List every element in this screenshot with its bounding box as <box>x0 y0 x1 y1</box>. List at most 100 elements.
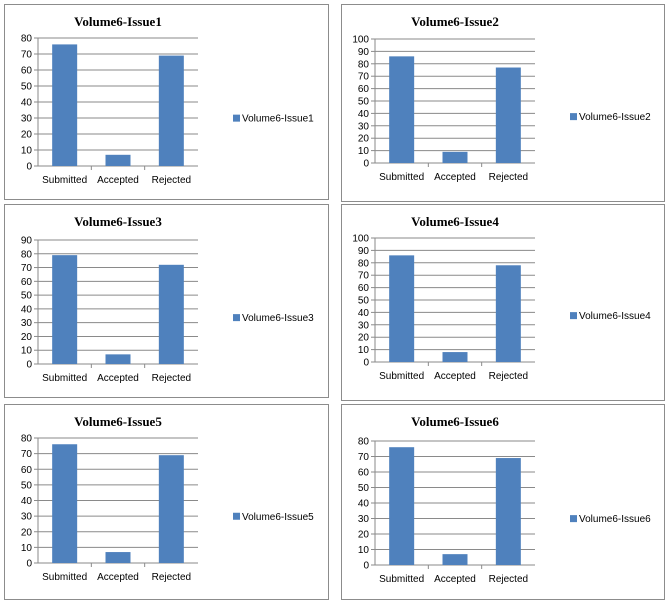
chart-title: Volume6-Issue6 <box>411 414 499 429</box>
bar <box>442 554 468 565</box>
x-category-label: Submitted <box>42 373 87 384</box>
y-tick-label: 0 <box>26 360 32 371</box>
bar-chart: Volume6-Issue6 0 10 20 30 40 50 60 70 80 Submitted… <box>358 414 651 585</box>
y-tick-label: 20 <box>21 332 33 343</box>
legend-label: Volume6-Issue6 <box>579 514 651 525</box>
x-category-label: Accepted <box>97 373 139 384</box>
legend-label: Volume6-Issue2 <box>579 112 651 123</box>
x-category-label: Accepted <box>97 572 139 583</box>
bar <box>52 444 78 563</box>
bar <box>52 255 78 364</box>
bar <box>495 67 521 163</box>
x-category-label: Rejected <box>489 574 528 585</box>
bar <box>495 458 521 565</box>
y-tick-label: 40 <box>21 98 33 109</box>
bar <box>105 552 131 563</box>
legend-label: Volume6-Issue5 <box>242 512 314 523</box>
y-tick-label: 10 <box>358 545 370 556</box>
bar <box>389 56 415 163</box>
y-tick-label: 20 <box>21 130 33 141</box>
y-tick-label: 20 <box>358 333 370 344</box>
bar <box>105 354 131 364</box>
chart-panel: Volume6-Issue4 0 10 20 30 40 50 60 70 80 90 100 Subm… <box>341 204 665 401</box>
legend-swatch <box>570 515 577 523</box>
legend-label: Volume6-Issue1 <box>242 114 314 125</box>
chart-panel: Volume6-Issue2 0 10 20 30 40 50 60 70 80 90 100 Subm… <box>341 4 665 202</box>
y-tick-label: 0 <box>363 159 369 170</box>
y-tick-label: 50 <box>21 480 33 491</box>
x-category-label: Rejected <box>152 175 191 186</box>
y-tick-label: 70 <box>21 50 33 61</box>
x-category-label: Submitted <box>379 172 424 183</box>
y-tick-label: 10 <box>21 346 33 357</box>
y-tick-label: 30 <box>358 320 370 331</box>
chart-title: Volume6-Issue1 <box>74 14 162 29</box>
x-category-label: Submitted <box>379 574 424 585</box>
y-tick-label: 80 <box>358 437 370 448</box>
y-tick-label: 60 <box>21 465 33 476</box>
y-tick-label: 50 <box>358 296 370 307</box>
y-tick-label: 70 <box>358 72 370 83</box>
y-tick-label: 90 <box>21 236 33 247</box>
bar <box>158 455 184 563</box>
chart-title: Volume6-Issue3 <box>74 214 162 229</box>
bar <box>442 151 468 163</box>
y-tick-label: 50 <box>21 291 33 302</box>
x-category-label: Submitted <box>42 175 87 186</box>
y-tick-label: 10 <box>358 146 370 157</box>
legend-swatch <box>233 114 240 122</box>
y-tick-label: 30 <box>358 121 370 132</box>
y-tick-label: 0 <box>26 162 32 173</box>
x-category-label: Accepted <box>434 574 476 585</box>
y-tick-label: 10 <box>21 146 33 157</box>
x-category-label: Accepted <box>434 371 476 382</box>
x-category-label: Submitted <box>379 371 424 382</box>
y-tick-label: 50 <box>358 483 370 494</box>
y-tick-label: 90 <box>358 47 370 58</box>
y-tick-label: 0 <box>363 358 369 369</box>
y-tick-label: 50 <box>21 82 33 93</box>
y-tick-label: 70 <box>21 263 33 274</box>
x-category-label: Accepted <box>434 172 476 183</box>
chart-title: Volume6-Issue4 <box>411 214 499 229</box>
y-tick-label: 60 <box>358 283 370 294</box>
y-tick-label: 60 <box>21 66 33 77</box>
x-category-label: Rejected <box>152 572 191 583</box>
legend-swatch <box>233 512 240 520</box>
y-tick-label: 70 <box>358 452 370 463</box>
bar <box>389 447 415 565</box>
y-tick-label: 30 <box>21 512 33 523</box>
x-category-label: Rejected <box>489 371 528 382</box>
bar <box>158 264 184 364</box>
y-tick-label: 70 <box>21 449 33 460</box>
bar <box>389 255 415 362</box>
y-tick-label: 90 <box>358 246 370 257</box>
y-tick-label: 50 <box>358 97 370 108</box>
bar <box>158 55 184 166</box>
chart-panel: Volume6-Issue1 0 10 20 30 40 50 60 70 80 Submitted… <box>4 4 329 200</box>
legend-swatch <box>570 113 577 121</box>
chart-panel: Volume6-Issue5 0 10 20 30 40 50 60 70 80 Submitted… <box>4 404 329 600</box>
bar-chart: Volume6-Issue5 0 10 20 30 40 50 60 70 80 Submitted… <box>21 414 314 583</box>
y-tick-label: 70 <box>358 271 370 282</box>
bar <box>105 154 131 166</box>
y-tick-label: 20 <box>358 134 370 145</box>
bar-chart: Volume6-Issue3 0 10 20 30 40 50 60 70 80 90 Submitt… <box>21 214 314 384</box>
y-tick-label: 40 <box>358 109 370 120</box>
y-tick-label: 40 <box>21 304 33 315</box>
x-category-label: Submitted <box>42 572 87 583</box>
y-tick-label: 60 <box>358 468 370 479</box>
y-tick-label: 60 <box>358 84 370 95</box>
y-tick-label: 0 <box>363 561 369 572</box>
y-tick-label: 30 <box>21 114 33 125</box>
legend-swatch <box>570 312 577 320</box>
y-tick-label: 30 <box>21 318 33 329</box>
legend-label: Volume6-Issue3 <box>242 313 314 324</box>
y-tick-label: 80 <box>358 59 370 70</box>
y-tick-label: 80 <box>21 434 33 445</box>
bar-chart: Volume6-Issue1 0 10 20 30 40 50 60 70 80 Submitted… <box>21 14 314 186</box>
y-tick-label: 80 <box>21 34 33 45</box>
bar <box>442 352 468 362</box>
y-tick-label: 40 <box>21 496 33 507</box>
